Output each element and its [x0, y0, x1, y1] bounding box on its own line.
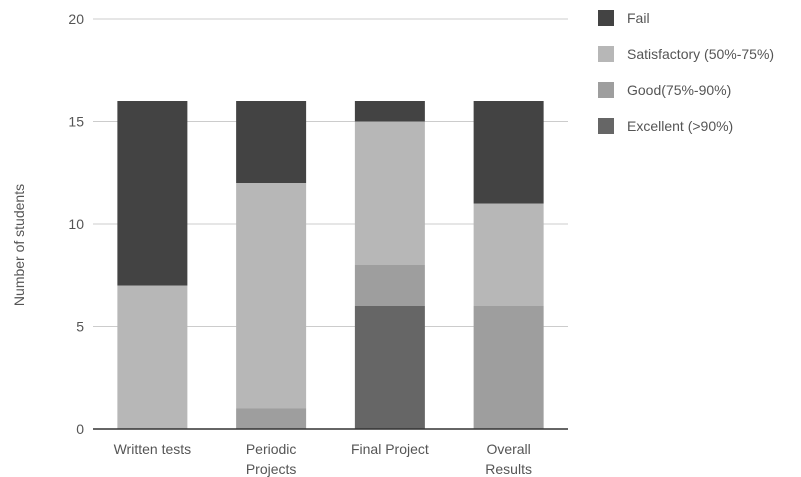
x-axis-ticks: Written tests Periodic Projects Final Proje… [114, 441, 532, 477]
y-tick-label: 5 [76, 319, 84, 335]
x-tick-label: Written tests [114, 441, 192, 457]
y-tick-label: 15 [68, 114, 84, 130]
bar-segment [117, 101, 188, 286]
bar-segment [473, 101, 544, 204]
legend-label: Satisfactory (50%-75%) [627, 46, 774, 62]
legend-label: Fail [627, 10, 650, 26]
y-axis-label: Number of students [11, 184, 27, 306]
x-tick-label: Final Project [351, 441, 429, 457]
y-tick-label: 0 [76, 421, 84, 437]
legend-label: Good(75%-90%) [627, 82, 731, 98]
bar-segment [236, 183, 307, 409]
bar-segment [354, 306, 425, 429]
y-tick-label: 10 [68, 216, 84, 232]
legend-swatch [598, 118, 614, 134]
y-axis-ticks: 0 5 10 15 20 [68, 11, 84, 437]
x-tick-label: Periodic [246, 441, 297, 457]
legend-swatch [598, 10, 614, 26]
bar-segment [354, 101, 425, 122]
x-tick-label: Results [485, 461, 532, 477]
y-tick-label: 20 [68, 11, 84, 27]
legend-swatch [598, 82, 614, 98]
legend: Fail Satisfactory (50%-75%) Good(75%-90%) E… [598, 10, 774, 134]
bar-segment [354, 121, 425, 265]
x-tick-label: Overall [486, 441, 530, 457]
bar-segment [117, 285, 188, 429]
bars [117, 101, 544, 429]
bar-segment [354, 265, 425, 306]
legend-label: Excellent (>90%) [627, 118, 733, 134]
bar-segment [473, 203, 544, 306]
bar-segment [236, 101, 307, 183]
x-tick-label: Projects [246, 461, 297, 477]
bar-segment [236, 408, 307, 429]
bar-segment [473, 306, 544, 429]
legend-swatch [598, 46, 614, 62]
